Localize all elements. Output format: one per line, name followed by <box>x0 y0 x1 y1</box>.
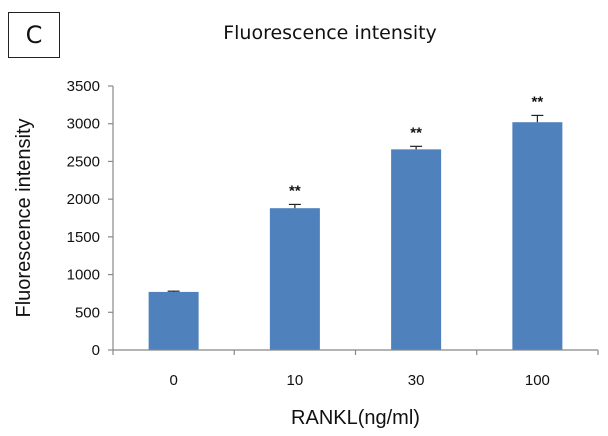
x-tick-label: 0 <box>169 372 177 389</box>
y-tick-label: 1500 <box>67 229 100 246</box>
y-tick-label: 3500 <box>67 78 100 95</box>
bars <box>148 122 563 350</box>
y-axis-title: Fluorescence intensity <box>13 119 35 318</box>
y-tick-label: 3000 <box>67 116 100 133</box>
significance-marker: ** <box>289 182 301 199</box>
bar-100 <box>512 122 563 350</box>
y-tick-label: 1000 <box>67 267 100 284</box>
x-tick-label: 10 <box>287 372 304 389</box>
bar-0 <box>148 291 199 350</box>
bar-10 <box>269 208 320 350</box>
x-tick-label: 100 <box>525 372 550 389</box>
y-tick-label: 2000 <box>67 191 100 208</box>
error-bars <box>167 114 544 292</box>
y-tick-label: 500 <box>75 304 100 321</box>
significance-markers: ** ** ** <box>289 93 543 199</box>
bar-30 <box>391 149 442 350</box>
y-tick-label: 2500 <box>67 153 100 170</box>
panel-label: C <box>8 12 60 58</box>
y-axis-ticks: 0 500 1000 1500 2000 2500 3000 3500 <box>67 78 113 359</box>
chart-title: Fluorescence intensity <box>223 22 437 44</box>
x-axis-title: RANKL(ng/ml) <box>291 407 420 429</box>
x-axis-ticks: 0 10 30 100 <box>112 350 599 389</box>
y-tick-label: 0 <box>92 342 100 359</box>
significance-marker: ** <box>410 124 422 141</box>
panel-label-text: C <box>25 21 43 49</box>
significance-marker: ** <box>532 93 544 110</box>
x-tick-label: 30 <box>408 372 425 389</box>
